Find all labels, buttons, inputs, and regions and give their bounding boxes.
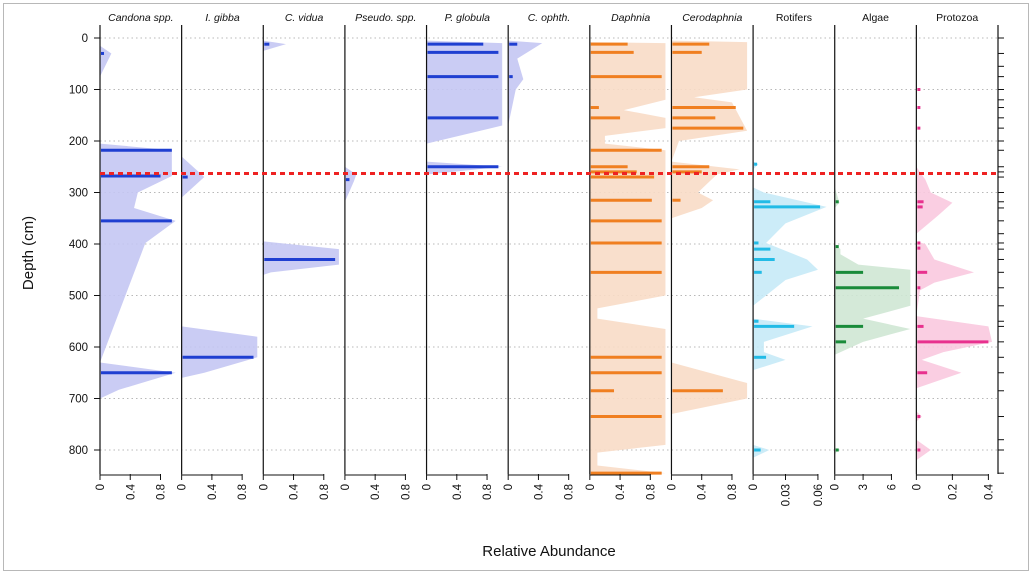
x-tick-label-8-1: 0.03 bbox=[781, 484, 793, 506]
x-tick-label-5-0: 0 bbox=[503, 484, 515, 490]
panel-title-0: Candona spp. bbox=[108, 12, 173, 24]
x-tick-label-1-0: 0 bbox=[177, 484, 189, 490]
x-tick-label-6-0: 0 bbox=[585, 484, 597, 490]
area-1 bbox=[181, 156, 258, 378]
panel-title-5: C. ophth. bbox=[528, 12, 571, 24]
area-2 bbox=[263, 40, 339, 275]
panel-title-8: Rotifers bbox=[776, 12, 812, 24]
x-tick-label-0-0: 0 bbox=[95, 484, 107, 490]
x-tick-label-10-0: 0 bbox=[911, 484, 923, 490]
y-tick-label-1: 100 bbox=[69, 85, 88, 97]
area-9 bbox=[834, 187, 911, 456]
panel-title-7: Cerodaphnia bbox=[682, 12, 742, 24]
x-tick-label-0-1: 0.4 bbox=[125, 483, 137, 500]
y-tick-label-0: 0 bbox=[82, 33, 88, 45]
area-4 bbox=[426, 40, 503, 175]
y-tick-label-3: 300 bbox=[69, 188, 88, 200]
y-tick-label-4: 400 bbox=[69, 239, 88, 251]
area-10 bbox=[916, 166, 992, 461]
panel-title-2: C. vidua bbox=[285, 12, 324, 24]
x-tick-label-0-2: 0.8 bbox=[156, 484, 168, 500]
x-tick-label-4-1: 0.4 bbox=[452, 483, 464, 500]
x-tick-label-2-0: 0 bbox=[258, 484, 270, 490]
area-6 bbox=[589, 42, 666, 476]
x-tick-label-8-0: 0 bbox=[748, 484, 760, 490]
figure-frame bbox=[3, 3, 1029, 571]
x-tick-label-4-0: 0 bbox=[422, 484, 434, 490]
x-tick-label-6-2: 0.8 bbox=[645, 484, 657, 500]
y-tick-label-6: 600 bbox=[69, 342, 88, 354]
x-tick-label-7-2: 0.8 bbox=[727, 484, 739, 500]
x-tick-label-2-2: 0.8 bbox=[319, 484, 331, 500]
panel-title-3: Pseudo. spp. bbox=[355, 12, 416, 24]
area-3 bbox=[344, 166, 357, 202]
x-tick-label-4-2: 0.8 bbox=[482, 484, 494, 500]
x-tick-label-8-2: 0.06 bbox=[813, 484, 825, 506]
x-tick-label-2-1: 0.4 bbox=[289, 483, 301, 500]
x-tick-label-9-2: 6 bbox=[886, 484, 898, 490]
x-tick-label-5-2: 0.8 bbox=[564, 484, 576, 500]
panel-title-6: Daphnia bbox=[611, 12, 650, 24]
area-5 bbox=[508, 40, 543, 126]
y-tick-label-2: 200 bbox=[69, 136, 88, 148]
area-7 bbox=[671, 40, 748, 414]
x-tick-label-3-0: 0 bbox=[340, 484, 352, 490]
x-tick-label-5-1: 0.4 bbox=[533, 483, 545, 500]
panel-title-1: I. gibba bbox=[205, 12, 240, 24]
x-tick-label-9-1: 3 bbox=[858, 484, 870, 490]
x-axis-title: Relative Abundance bbox=[482, 543, 615, 560]
y-tick-label-7: 700 bbox=[69, 394, 88, 406]
x-tick-label-3-2: 0.8 bbox=[400, 484, 412, 500]
x-tick-label-3-1: 0.4 bbox=[370, 483, 382, 500]
x-tick-label-1-2: 0.8 bbox=[237, 484, 249, 500]
area-8 bbox=[753, 161, 827, 458]
x-tick-label-1-1: 0.4 bbox=[207, 483, 219, 500]
x-tick-label-9-0: 0 bbox=[830, 484, 842, 490]
x-tick-label-10-1: 0.2 bbox=[947, 484, 959, 500]
y-axis-title: Depth (cm) bbox=[20, 216, 37, 290]
x-tick-label-7-1: 0.4 bbox=[697, 483, 709, 500]
panel-title-9: Algae bbox=[862, 12, 889, 24]
panel-title-10: Protozoa bbox=[936, 12, 978, 24]
panel-title-4: P. globula bbox=[445, 12, 491, 24]
x-tick-label-6-1: 0.4 bbox=[615, 483, 627, 500]
y-tick-label-5: 500 bbox=[69, 291, 88, 303]
x-tick-label-10-2: 0.4 bbox=[983, 483, 995, 500]
x-tick-label-7-0: 0 bbox=[666, 484, 678, 490]
y-tick-label-8: 800 bbox=[69, 445, 88, 457]
